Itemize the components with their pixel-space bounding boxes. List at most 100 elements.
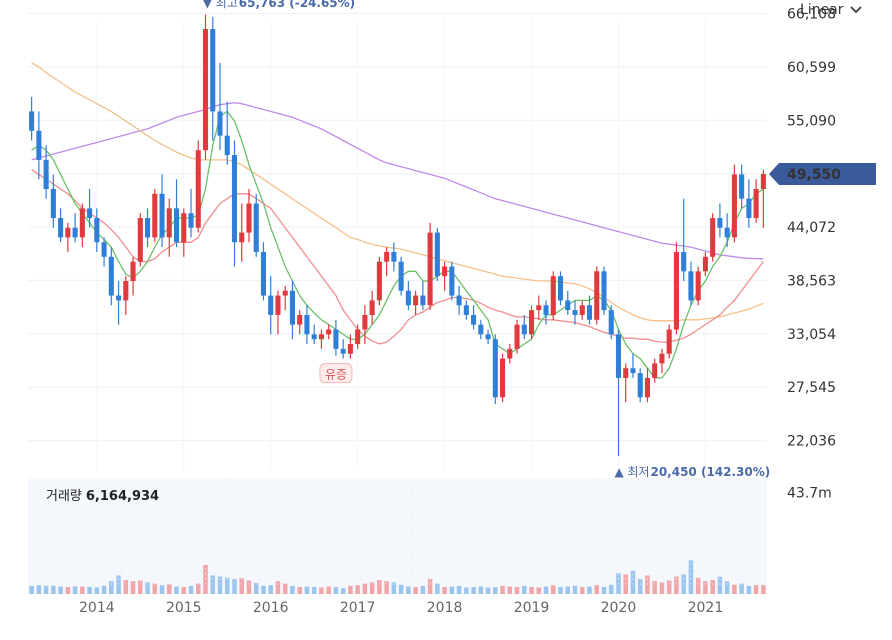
volume-bar	[340, 588, 346, 594]
candle	[79, 203, 85, 248]
scale-select[interactable]: Linear	[800, 0, 862, 20]
candle	[260, 242, 267, 301]
volume-bar	[188, 585, 194, 594]
high-annotation-prefix: ▼ 최고	[203, 0, 238, 10]
volume-bar	[232, 578, 237, 594]
volume-bar	[522, 585, 527, 594]
candle	[231, 140, 238, 267]
volume-bar	[659, 582, 665, 594]
candle	[65, 222, 71, 252]
volume-bar	[311, 587, 317, 594]
candle-body	[58, 218, 64, 238]
candle	[557, 271, 564, 306]
candle-body	[644, 377, 650, 398]
candle	[101, 237, 107, 267]
candle	[188, 188, 194, 238]
volume-bar	[652, 581, 657, 594]
candle	[572, 300, 578, 325]
candle	[87, 188, 93, 228]
candle-body	[65, 227, 71, 238]
candle-body	[398, 261, 404, 291]
ma20-line	[31, 169, 764, 345]
volume-bar	[152, 583, 158, 594]
candle-body	[289, 290, 295, 325]
volume-bar	[362, 583, 368, 594]
volume-bar	[587, 586, 592, 594]
volume-bar	[167, 584, 172, 594]
volume-bar	[94, 587, 100, 594]
candle-body	[50, 188, 56, 219]
candle	[695, 266, 701, 306]
volume-bar	[369, 582, 375, 594]
candle	[405, 281, 411, 311]
candle-body	[304, 314, 310, 335]
candle	[311, 324, 317, 345]
volume-bar	[493, 587, 498, 594]
volume-bar	[739, 583, 744, 594]
candle-body	[659, 353, 665, 364]
candle	[108, 247, 114, 306]
candle	[224, 101, 230, 165]
volume-bar	[101, 585, 107, 594]
candle-body	[608, 310, 614, 335]
candle	[623, 363, 629, 403]
volume-bar	[761, 585, 766, 594]
volume-bar	[427, 578, 433, 594]
volume-bar	[246, 580, 252, 594]
candle-body	[724, 227, 730, 238]
candle-body	[601, 271, 607, 311]
candle-body	[615, 334, 622, 378]
volume-bar	[551, 585, 556, 594]
candle	[202, 14, 209, 160]
candle	[521, 314, 527, 340]
candle	[507, 344, 513, 364]
candle-body	[710, 218, 716, 257]
volume-bar	[43, 585, 49, 594]
candle-body	[29, 111, 35, 131]
volume-bar	[543, 586, 549, 594]
candle-body	[427, 232, 433, 306]
volume-bar	[384, 581, 389, 594]
volume-bar	[80, 586, 85, 594]
candle	[565, 290, 571, 315]
x-tick-label: 2014	[79, 600, 115, 616]
candle-body	[340, 348, 346, 354]
volume-bar	[355, 585, 360, 594]
volume-bar	[290, 585, 295, 594]
candle-body	[297, 314, 303, 325]
volume-bar	[456, 585, 462, 594]
candle	[398, 256, 404, 296]
x-tick-label: 2021	[688, 600, 724, 616]
candle-body	[528, 310, 535, 335]
candle	[594, 266, 600, 325]
volume-bar	[239, 578, 244, 594]
volume-bar	[464, 587, 469, 594]
candle	[550, 271, 556, 320]
candle	[724, 213, 730, 248]
candle	[340, 339, 346, 359]
volume-bar	[377, 580, 382, 594]
candle	[710, 213, 716, 262]
candle	[137, 213, 143, 267]
high-annotation-value: 65,763 (-24.65%)	[239, 0, 355, 10]
candle	[29, 96, 35, 141]
candle	[173, 179, 180, 248]
candle	[492, 334, 498, 405]
volume-bar	[442, 587, 447, 594]
candle	[608, 305, 614, 340]
x-tick-label: 2019	[514, 600, 550, 616]
candle	[637, 368, 643, 403]
candle-body	[239, 232, 245, 243]
candle	[166, 198, 172, 257]
candle	[471, 305, 477, 330]
volume-bar	[594, 585, 599, 594]
candle-body	[116, 295, 122, 301]
candle-body	[543, 305, 549, 315]
candle	[58, 208, 64, 243]
candle	[217, 62, 223, 151]
volume-bar	[196, 583, 201, 594]
candle	[253, 193, 259, 257]
candle-body	[456, 295, 462, 306]
